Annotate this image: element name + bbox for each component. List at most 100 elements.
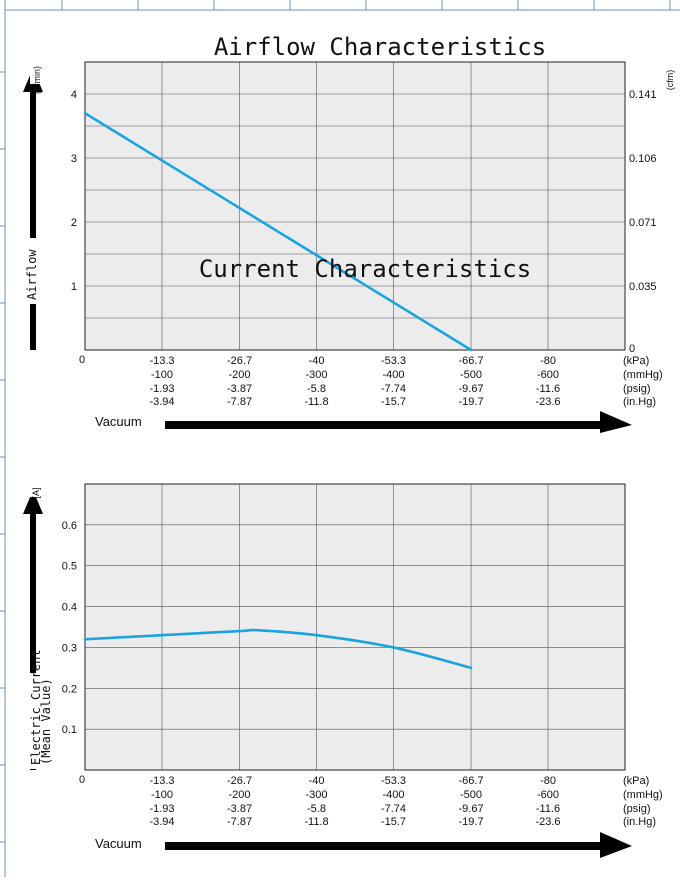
x-tick-label: -7.74 [381,803,406,815]
x-tick-label: -5.8 [307,803,326,815]
data-series-line [83,628,473,670]
x-tick-label: -600 [537,369,559,381]
x-tick-label: -66.7 [459,355,484,367]
y-tick-label: 0.1 [62,724,77,736]
y-axis-unit: [A] [31,487,41,498]
y-axis-arrow-head [23,490,43,514]
x-axis-arrow-shaft [165,421,602,429]
y-axis-label-group: Electric Current(Mean Value) [29,649,54,769]
x-tick-label: -15.7 [381,816,406,828]
x-tick-label: -19.7 [459,816,484,828]
x-tick-label: -9.67 [459,383,484,395]
x-tick-label: -11.8 [304,396,328,408]
x-tick-label: -600 [537,789,559,801]
x-tick-label: -40 [309,355,325,367]
x-tick-label: -23.6 [535,816,560,828]
x-axis-unit: (psig) [623,803,651,815]
x-axis-unit: (in.Hg) [623,396,656,408]
x-tick-label: -23.6 [535,396,560,408]
x-tick-label: -3.94 [149,816,174,828]
x-tick-label: -15.7 [381,396,406,408]
y-axis-unit-bg [30,32,42,84]
y2-tick-label: 0.035 [629,281,657,293]
y-tick-label: 1 [71,281,77,293]
x-tick-label: -11.6 [536,383,560,395]
origin-label: 0 [79,774,85,786]
chart-1: Airflow Characteristics 1 2 3 4 0 0 0.035 0.071 0… [23,32,675,433]
x-tick-label: -7.87 [227,396,252,408]
y-tick-label: 0.2 [62,683,77,695]
x-tick-label: -3.87 [227,383,252,395]
x-tick-label: -1.93 [149,383,174,395]
x-tick-label: -100 [151,789,173,801]
x-tick-label: -3.94 [149,396,174,408]
y-axis-label-group: Airflow [25,238,39,304]
x-tick-label: -26.7 [227,775,252,787]
x-axis-unit: (psig) [623,383,651,395]
origin-label: 0 [79,354,85,366]
y-tick-label: 3 [71,153,77,165]
y-axis-label-bg [30,673,54,769]
chart-title: Current Characteristics [199,255,531,283]
plot-area [84,483,626,771]
x-tick-label: -7.87 [227,816,252,828]
y2-tick-label: 0 [629,343,635,355]
x-axis-unit: (in.Hg) [623,816,656,828]
x-tick-label: -13.3 [149,355,174,367]
x-tick-label: -19.7 [459,396,484,408]
x-axis-unit: (kPa) [623,775,649,787]
x-tick-label: -5.8 [307,383,326,395]
x-tick-label: -9.67 [459,803,484,815]
x-tick-label: -53.3 [381,775,406,787]
x-tick-label: -300 [305,789,327,801]
y-axis-label: Electric Current [29,649,43,765]
x-tick-label: -11.6 [536,803,560,815]
x-tick-label: -200 [229,369,251,381]
y-axis-label-line2: (Mean Value) [39,678,53,765]
x-tick-label: -3.87 [227,803,252,815]
y-axis-arrow-shaft [30,88,36,350]
y2-tick-label: 0.106 [629,153,657,165]
x-tick-label: -500 [460,369,482,381]
y-tick-label: 0.4 [62,602,77,614]
x-tick-label: -400 [382,369,404,381]
y-tick-label: 4 [71,89,77,101]
y-axis-label: Airflow [25,249,39,300]
y-tick-label: 0.5 [62,561,77,573]
x-tick-label: -80 [540,775,556,787]
y2-tick-label: 0.141 [629,89,657,101]
x-axis-unit: (mmHg) [623,369,663,381]
y-tick-label: 2 [71,217,77,229]
x-tick-label: -80 [540,355,556,367]
x-axis-arrow-head [600,832,632,858]
y-axis-unit: (L/min) [32,66,42,94]
x-tick-label: -400 [382,789,404,801]
x-tick-label: -200 [229,789,251,801]
x-axis-arrow-head [600,411,632,433]
x-axis-arrow-shaft [165,842,602,850]
x-tick-label: -53.3 [381,355,406,367]
y-tick-label: 0.6 [62,520,77,532]
x-tick-label: -13.3 [149,775,174,787]
y2-axis-unit: (cfm) [665,70,675,91]
chart-2: Current Characteristics 0.1 0.2 0.3 0.4 0.5 0.… [23,255,663,858]
plot-area [84,61,626,351]
x-tick-label: -26.7 [227,355,252,367]
x-tick-label: -7.74 [381,383,406,395]
chart-title: Airflow Characteristics [214,33,546,61]
x-axis-unit: (mmHg) [623,789,663,801]
x-tick-label: -11.8 [304,816,328,828]
y-axis-arrow-shaft [30,510,36,770]
x-tick-label: -500 [460,789,482,801]
x-axis-label: Vacuum [95,414,142,429]
x-tick-label: -40 [309,775,325,787]
data-series-line [83,111,473,352]
x-axis-label: Vacuum [95,836,142,851]
y-axis-label-bg [26,238,38,304]
y-tick-label: 0.3 [62,642,77,654]
y-axis-unit-bg [29,445,41,497]
x-axis-unit: (kPa) [623,355,649,367]
y2-tick-label: 0.071 [629,217,657,229]
